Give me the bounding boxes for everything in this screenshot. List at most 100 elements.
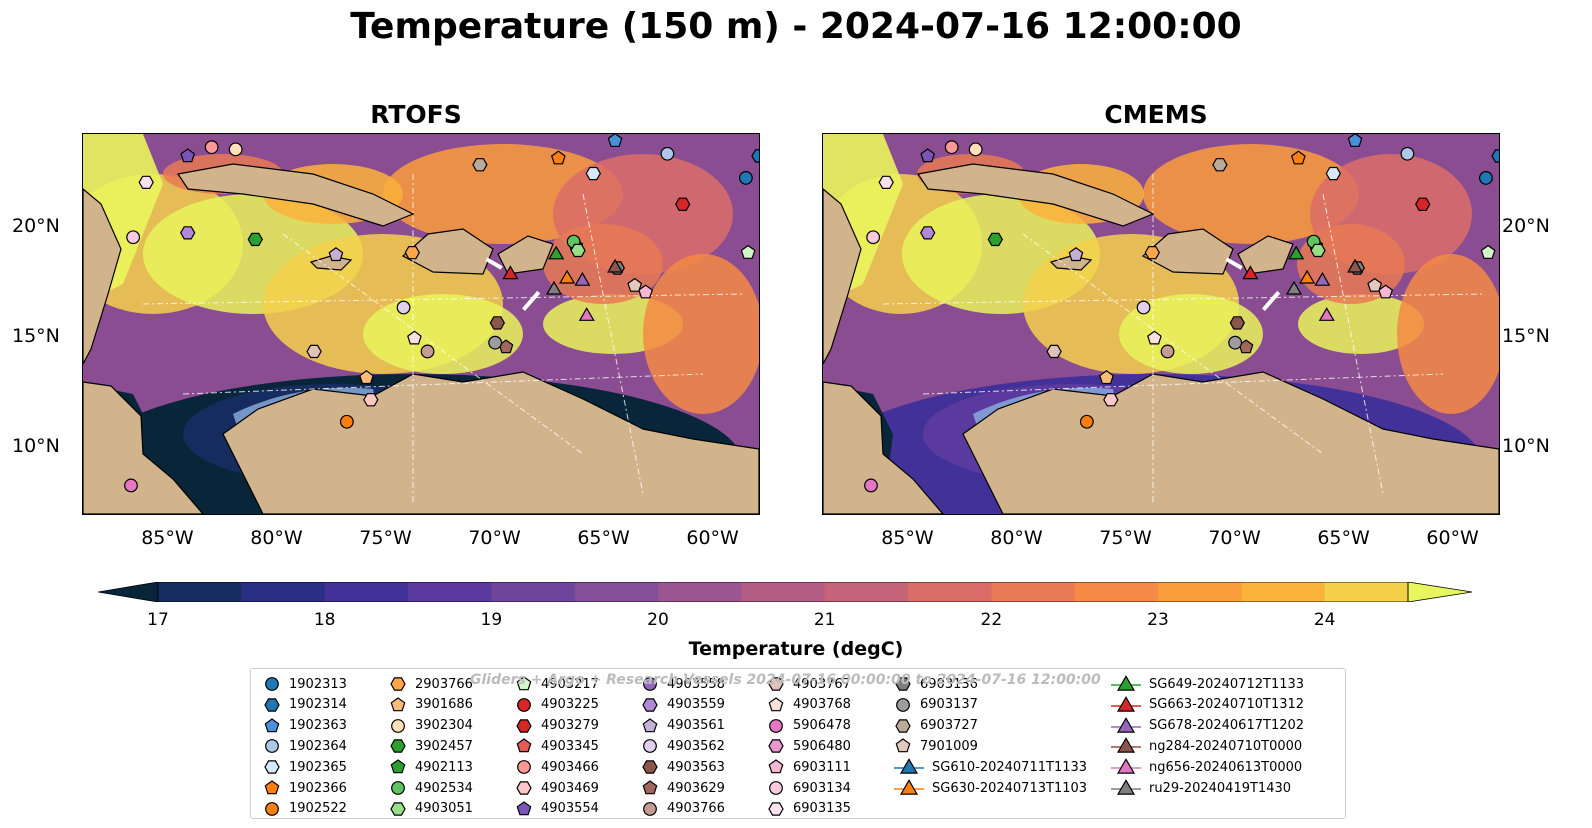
legend-marker-icon (643, 801, 657, 816)
legend-label: 4903766 (667, 801, 725, 817)
legend-label: 4903559 (667, 697, 725, 713)
colorbar-label: Temperature (degC) (688, 638, 904, 660)
legend-label: SG678-20240617T1202 (1149, 718, 1305, 734)
marker-1902366 (550, 150, 566, 165)
land-mass (916, 163, 1155, 227)
marker-SG630-20240713T1103 (559, 269, 576, 284)
legend-marker-icon (768, 739, 784, 754)
marker-4903768 (407, 330, 422, 345)
colorbar (97, 581, 1474, 606)
marker-6903727 (472, 158, 488, 172)
marker-4903554 (920, 148, 936, 163)
lon-tick-label: 85°W (881, 527, 934, 549)
legend-marker-icon (516, 738, 532, 753)
legend-item: 1902365 (263, 758, 347, 776)
marker-6903137 (488, 335, 503, 350)
land-mass (222, 371, 759, 514)
legend-label: 4903217 (541, 676, 599, 692)
marker-4903217 (1480, 244, 1496, 259)
marker-4903767 (306, 344, 322, 359)
cmems-map (822, 133, 1500, 515)
colorbar-tick-label: 18 (313, 610, 336, 630)
legend-item: SG678-20240617T1202 (1111, 716, 1305, 735)
legend-label: SG630-20240713T1103 (932, 780, 1088, 796)
legend-label: 3901686 (415, 697, 473, 713)
marker-3902304 (968, 142, 983, 157)
colorbar-segment (1324, 582, 1409, 602)
legend-marker-icon (642, 780, 658, 795)
marker-ru29-20240419T1430 (1285, 280, 1303, 295)
marker-6903135 (138, 175, 154, 190)
legend-item: SG649-20240712T1133 (1111, 675, 1304, 693)
legend-marker-icon (642, 717, 658, 732)
legend-marker-icon (643, 739, 657, 754)
current-arrow (521, 290, 541, 312)
marker-1902314 (751, 149, 759, 163)
eez-boundary (1322, 193, 1384, 495)
marker-SG663-20240710T1312 (1242, 265, 1259, 280)
legend-label: 6903136 (920, 676, 978, 692)
marker-1902364 (660, 146, 675, 161)
legend-label: ru29-20240419T1430 (1149, 780, 1292, 796)
marker-4903563 (489, 316, 505, 330)
legend-marker-icon (390, 697, 406, 712)
legend-label: 1902363 (289, 718, 347, 734)
legend-marker-icon (643, 677, 657, 691)
legend-item: 4903469 (515, 779, 599, 797)
legend-item: 4903562 (641, 737, 725, 755)
colorbar-segment (824, 582, 909, 602)
marker-7901009 (627, 277, 643, 292)
marker-1902313 (739, 171, 753, 185)
legend-item: 4903558 (641, 675, 725, 693)
marker-3902457 (247, 232, 263, 247)
legend-item: 1902363 (263, 717, 347, 735)
lat-tick-label: 15°N (1502, 325, 1550, 348)
legend-marker-icon (390, 677, 406, 691)
marker-4903562 (396, 300, 411, 315)
colorbar-tick-label: 17 (147, 610, 169, 630)
lon-tick-label: 75°W (359, 527, 412, 549)
legend-item: 5906478 (767, 717, 851, 735)
legend-item: 1902313 (263, 675, 347, 693)
current-arrow (1261, 290, 1281, 312)
legend-label: 4903225 (541, 697, 599, 713)
legend-item: 3901686 (389, 696, 473, 714)
marker-SG649-20240712T1133 (548, 245, 565, 260)
marker-2903766 (1144, 245, 1160, 260)
legend-item: 1902364 (263, 737, 347, 755)
legend-label: 6903135 (793, 801, 851, 817)
legend-marker-icon (265, 801, 279, 816)
legend-item: 1902522 (263, 800, 347, 818)
legend-label: 5906480 (793, 738, 851, 754)
legend-marker-icon (1116, 716, 1136, 733)
legend-marker-icon (642, 698, 658, 712)
marker-1902364 (1400, 146, 1415, 161)
legend: 1902313 1902314 1902363 1902364 1902365 19023… (250, 668, 1346, 819)
marker-4903766 (420, 344, 435, 359)
marker-4903562 (1136, 300, 1151, 315)
marker-6903727 (1212, 158, 1228, 172)
legend-item: 4903768 (767, 696, 851, 714)
marker-SG678-20240617T1202 (574, 271, 591, 286)
lat-tick-label: 20°N (1502, 215, 1550, 238)
legend-marker-icon (1116, 758, 1136, 774)
marker-3902304 (228, 142, 243, 157)
legend-marker-icon (768, 759, 784, 774)
colorbar-extend-low (97, 581, 159, 603)
legend-marker-icon (769, 781, 783, 795)
marker-6903134 (126, 230, 141, 245)
legend-marker-icon (895, 738, 911, 753)
legend-marker-icon (768, 697, 784, 712)
marker-4903279 (1415, 197, 1431, 212)
legend-marker-icon (642, 760, 658, 774)
lat-tick-label: 10°N (1502, 435, 1550, 458)
marker-3902457 (987, 232, 1003, 247)
lon-tick-label: 80°W (250, 527, 303, 549)
legend-label: 4903629 (667, 780, 725, 796)
legend-label: 4903558 (667, 676, 725, 692)
colorbar-tick-label: 21 (813, 610, 836, 630)
land-mass (1237, 235, 1294, 275)
marker-SG663-20240710T1312 (502, 265, 519, 280)
figure-title: Temperature (150 m) - 2024-07-16 12:00:0… (350, 6, 1242, 47)
lat-tick-label: 15°N (12, 325, 60, 348)
